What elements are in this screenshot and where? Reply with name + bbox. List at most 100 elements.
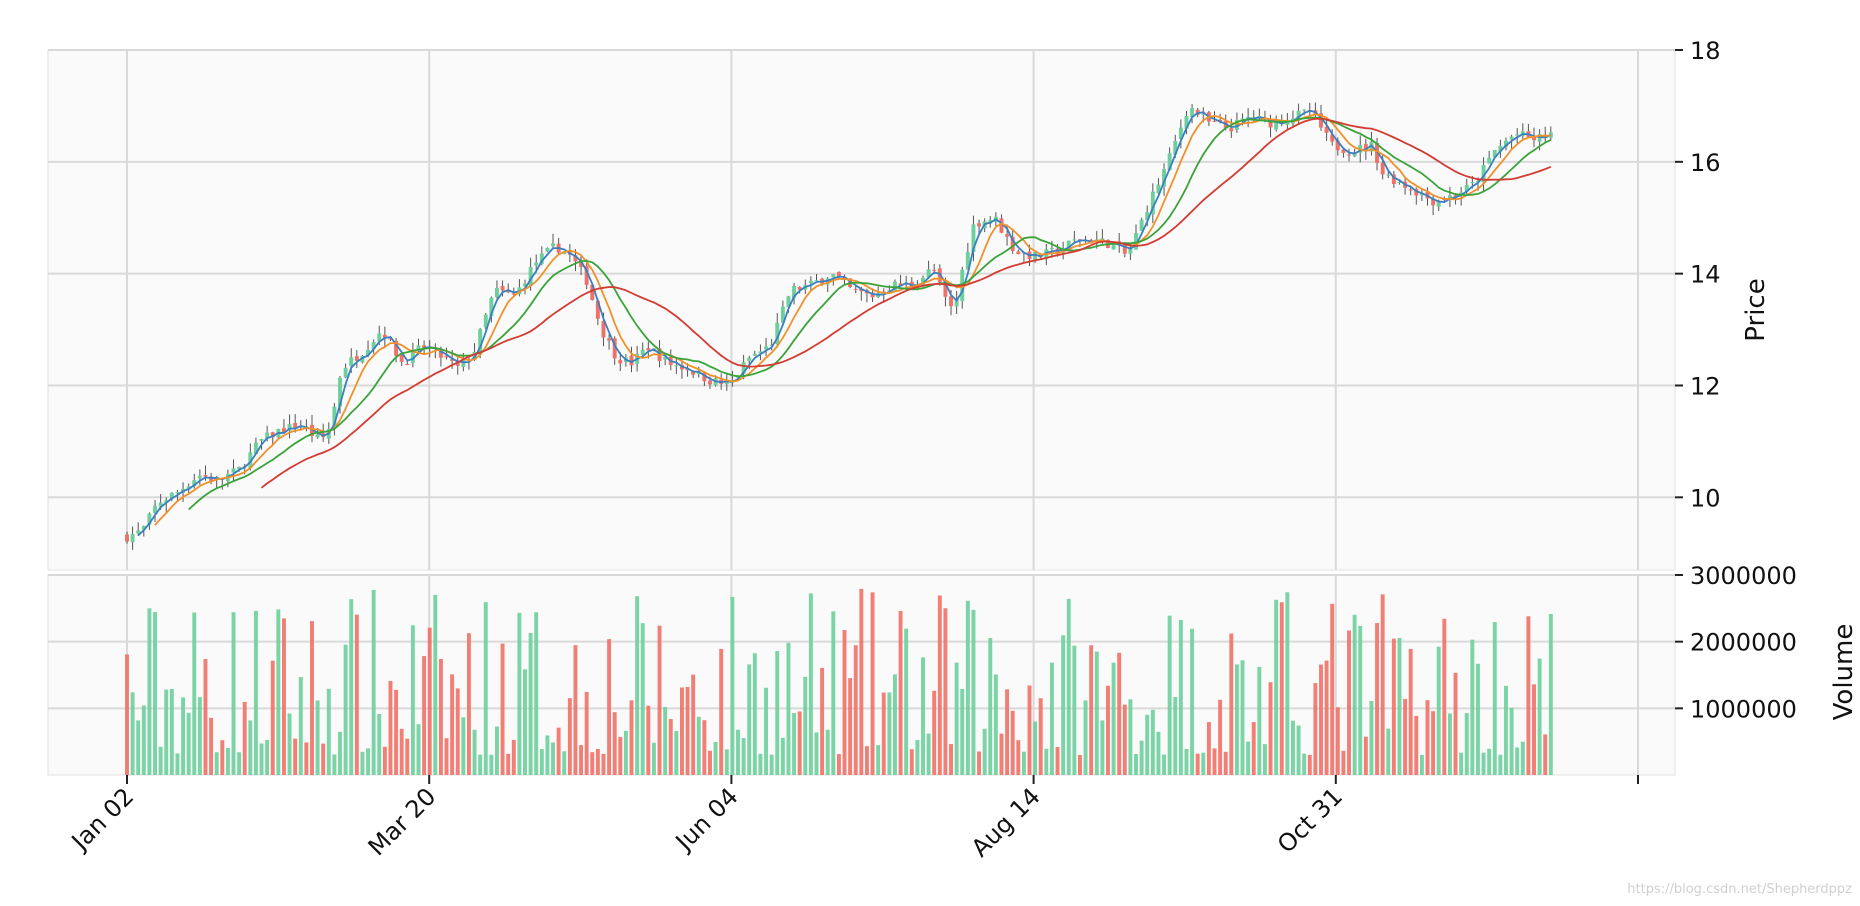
volume-bar <box>724 749 729 775</box>
volume-bar <box>225 748 230 775</box>
candle-body <box>1532 135 1536 141</box>
volume-bar <box>125 654 129 775</box>
candle-body <box>1162 169 1167 187</box>
volume-bar <box>792 713 797 775</box>
volume-bar <box>915 740 920 775</box>
volume-bar <box>893 674 897 775</box>
candle-body <box>1296 110 1301 119</box>
volume-bar <box>730 596 735 775</box>
volume-bar <box>461 717 466 775</box>
volume-bar <box>1072 645 1077 775</box>
volume-bar <box>853 645 858 775</box>
volume-bar <box>1307 754 1312 775</box>
candle-body <box>943 280 948 297</box>
volume-bar <box>836 754 841 775</box>
volume-bar <box>993 674 998 775</box>
candle-body <box>551 243 555 247</box>
volume-bar <box>1285 592 1290 775</box>
price-tick-label: 14 <box>1690 261 1721 289</box>
volume-bar <box>181 697 186 775</box>
volume-bar <box>1016 740 1021 775</box>
candle-body <box>366 349 371 356</box>
volume-bar <box>864 746 869 775</box>
candle-body <box>175 491 180 494</box>
candle-body <box>186 486 191 490</box>
volume-bar <box>1027 685 1032 775</box>
candle-body <box>1386 174 1391 176</box>
candle-body <box>444 355 449 358</box>
volume-bar <box>248 720 253 775</box>
volume-bar <box>685 686 690 775</box>
volume-bar <box>1442 618 1447 775</box>
candle-body <box>253 442 258 455</box>
moving-average-25 <box>260 117 1552 489</box>
candle-body <box>343 367 348 378</box>
volume-bar <box>1049 662 1054 775</box>
volume-bar <box>999 733 1004 775</box>
volume-bar <box>1106 685 1110 775</box>
x-axis: Jan 02 Mar 20 Jun 04 Aug 14 Oct 31 <box>65 775 1639 862</box>
volume-bar <box>635 596 640 775</box>
candle-body <box>534 262 539 266</box>
volume-bar <box>1375 623 1380 775</box>
candle-body <box>674 365 679 367</box>
volume-bar <box>825 729 830 775</box>
volume-bar <box>601 753 606 775</box>
candle-body <box>1122 242 1127 254</box>
volume-bar <box>287 713 292 775</box>
candle-body <box>786 296 791 308</box>
candle-body <box>792 286 797 299</box>
volume-bar <box>270 660 275 775</box>
candle-body <box>1408 189 1413 191</box>
volume-bar <box>399 728 404 775</box>
candle-body <box>1414 188 1419 196</box>
volume-bar <box>175 753 180 775</box>
candle-body <box>971 224 976 253</box>
candle-body <box>579 260 584 267</box>
candle-body <box>483 314 488 328</box>
volume-bar <box>450 674 455 775</box>
volume-bar <box>663 706 668 775</box>
volume-bar <box>466 633 471 775</box>
candle-body <box>158 502 163 507</box>
candle-body <box>130 534 135 543</box>
volume-bar <box>1066 598 1071 775</box>
candle-body <box>203 474 208 477</box>
volume-bar <box>444 738 449 775</box>
candle-body <box>1005 234 1010 237</box>
volume-bar <box>691 674 696 775</box>
candle-body <box>388 338 393 340</box>
candle-body <box>231 468 236 473</box>
volume-bar <box>921 657 925 775</box>
candle-body <box>338 377 342 407</box>
volume-bar <box>517 612 522 775</box>
volume-bar <box>427 627 432 775</box>
candle-body <box>1016 251 1021 255</box>
candle-body <box>270 432 275 438</box>
candle-body <box>489 297 494 317</box>
volume-bar <box>1537 658 1542 775</box>
candle-body <box>1212 120 1217 122</box>
volume-bar <box>679 687 684 775</box>
candle-body <box>1335 140 1340 151</box>
candle-body <box>1380 162 1385 175</box>
volume-bar <box>943 608 948 775</box>
candle-body <box>1509 136 1514 140</box>
volume-bar <box>736 729 740 775</box>
candle-body <box>500 285 505 291</box>
candle-body <box>663 357 668 360</box>
volume-bar <box>898 610 903 775</box>
candle-body <box>265 432 270 439</box>
volume-bar <box>483 602 488 775</box>
volume-bar <box>780 737 785 775</box>
candle-body <box>1010 237 1015 251</box>
volume-bar <box>136 720 141 775</box>
volume-bar <box>696 716 701 775</box>
volume-bar <box>416 724 421 775</box>
candle-body <box>618 359 623 364</box>
candle-body <box>1072 239 1077 241</box>
candle-body <box>1302 109 1307 111</box>
volume-axis-title: Volume <box>1829 624 1859 721</box>
price-tick-label: 10 <box>1690 484 1721 512</box>
